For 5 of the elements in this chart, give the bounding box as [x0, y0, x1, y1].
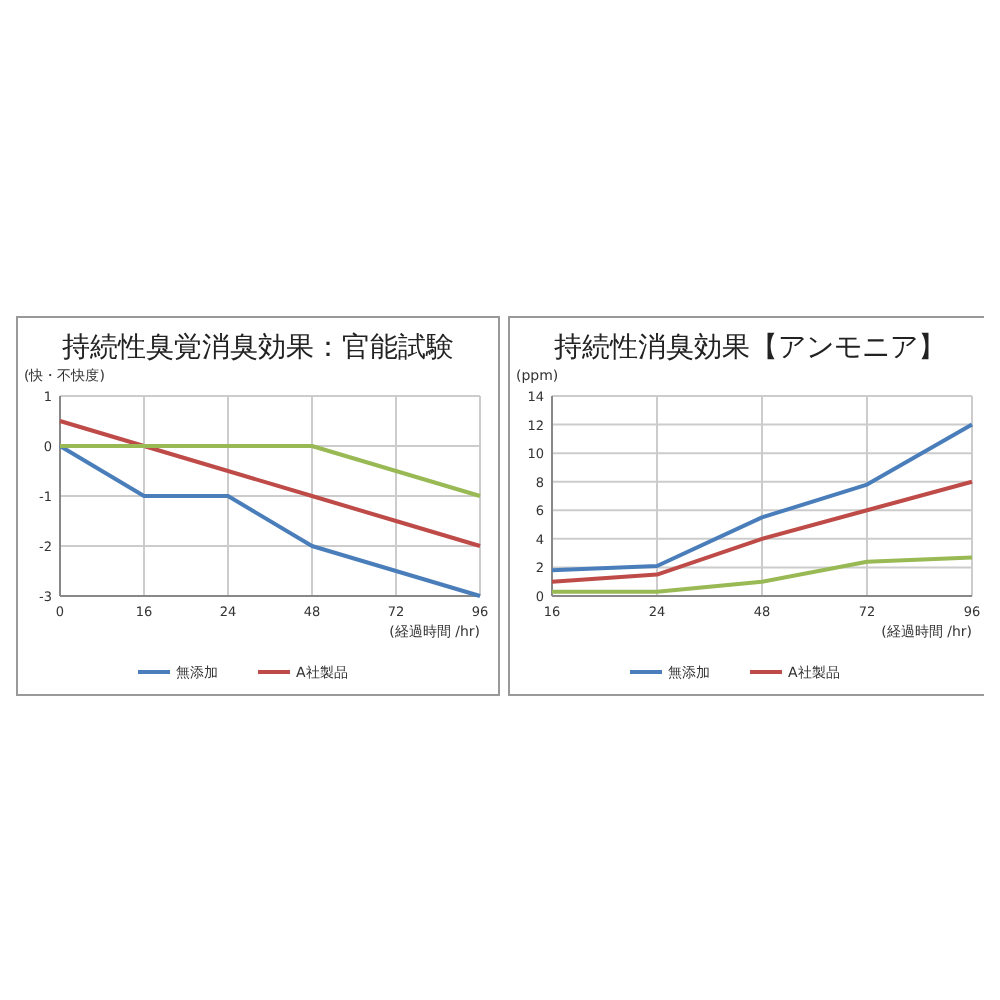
line-series	[550, 479, 974, 584]
chart-title: 持続性消臭効果【アンモニア】	[554, 332, 946, 364]
line-series	[550, 422, 974, 573]
chart-title: 持続性臭覚消臭効果：官能試験	[62, 332, 454, 364]
line-series	[58, 419, 482, 548]
